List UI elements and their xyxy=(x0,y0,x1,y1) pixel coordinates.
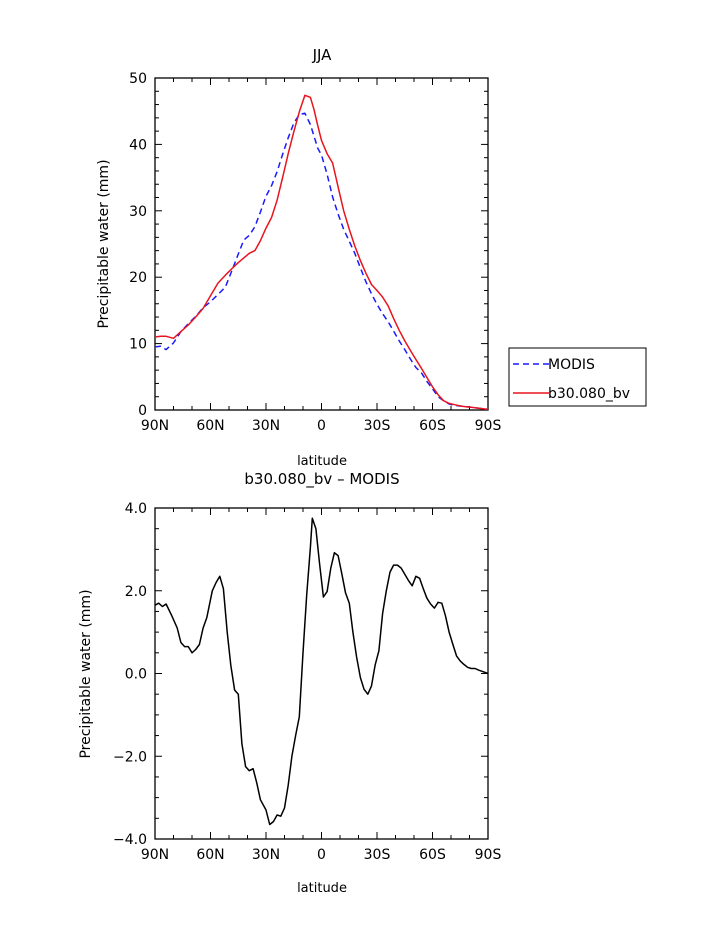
bottom-series-line-difference xyxy=(154,517,489,826)
top-y-tick-label: 50 xyxy=(129,71,147,87)
top-x-tick-label: 30N xyxy=(252,418,280,434)
bottom-x-tick-label: 0 xyxy=(317,847,326,863)
top-y-tick-label: 0 xyxy=(138,403,147,419)
top-series-line-b30-080-bv xyxy=(154,94,489,411)
top-series-line-modis xyxy=(154,112,489,411)
top-x-tick-label: 60N xyxy=(196,418,224,434)
bottom-x-tick-label: 60S xyxy=(419,847,446,863)
bottom-y-tick-label: 4.0 xyxy=(125,501,147,517)
bottom-y-tick-label: −4.0 xyxy=(113,832,147,848)
legend-label-modis: MODIS xyxy=(548,357,595,373)
top-y-tick-label: 20 xyxy=(129,270,147,286)
top-y-tick-label: 10 xyxy=(129,337,147,353)
top-x-tick-label: 90N xyxy=(141,418,169,434)
top-x-tick-label: 30S xyxy=(364,418,391,434)
legend: MODIS b30.080_bv xyxy=(508,347,647,407)
bottom-x-tick-label: 60N xyxy=(196,847,224,863)
bottom-x-tick-label: 30S xyxy=(364,847,391,863)
top-x-axis-label: latitude xyxy=(297,454,347,469)
top-plot-frame xyxy=(154,77,489,411)
top-x-tick-label: 90S xyxy=(475,418,502,434)
bottom-y-tick-label: 0.0 xyxy=(125,667,147,683)
top-x-tick-label: 0 xyxy=(317,418,326,434)
legend-box xyxy=(508,347,647,407)
bottom-plot-frame xyxy=(154,507,489,840)
top-x-tick-label: 60S xyxy=(419,418,446,434)
legend-label-model: b30.080_bv xyxy=(548,386,630,402)
bottom-x-tick-label: 30N xyxy=(252,847,280,863)
bottom-chart-title: b30.080_bv – MODIS xyxy=(244,470,399,489)
bottom-y-tick-label: 2.0 xyxy=(125,584,147,600)
top-chart-title: JJA xyxy=(312,46,333,64)
bottom-x-tick-label: 90N xyxy=(141,847,169,863)
top-y-tick-label: 30 xyxy=(129,204,147,220)
top-y-axis-label: Precipitable water (mm) xyxy=(96,159,112,328)
bottom-x-tick-label: 90S xyxy=(475,847,502,863)
bottom-x-axis-label: latitude xyxy=(297,881,347,896)
bottom-y-axis-label: Precipitable water (mm) xyxy=(78,589,94,758)
top-y-tick-label: 40 xyxy=(129,137,147,153)
bottom-y-tick-label: −2.0 xyxy=(113,749,147,765)
